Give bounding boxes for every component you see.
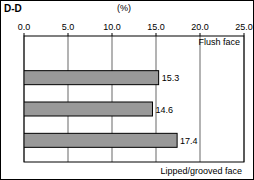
- data-label: 14.6: [155, 105, 173, 115]
- data-label: 17.4: [180, 136, 198, 146]
- axis-label: (%): [117, 3, 131, 13]
- annotation: Flush face: [198, 37, 240, 47]
- annotation: Lipped/grooved face: [160, 166, 242, 176]
- title: D-D: [4, 3, 22, 14]
- tick-label: 10.0: [103, 22, 121, 32]
- chart-border: [1, 1, 254, 180]
- bar: [24, 102, 152, 116]
- chart: D-D (%) 0.0 5.0 10.0 15.0 20.0 25.0 15.3 14.6 17.4…: [0, 0, 254, 180]
- tick-label: 20.0: [191, 22, 209, 32]
- tick-label: 0.0: [18, 22, 31, 32]
- plot-frame: [24, 36, 244, 162]
- grid-line: [200, 36, 201, 162]
- tick-label: 5.0: [62, 22, 75, 32]
- tick-label: 15.0: [147, 22, 165, 32]
- tick-label: 25.0: [235, 22, 253, 32]
- bars: [24, 71, 177, 148]
- data-label: 15.3: [162, 73, 180, 83]
- bar: [24, 71, 159, 85]
- bar: [24, 133, 177, 147]
